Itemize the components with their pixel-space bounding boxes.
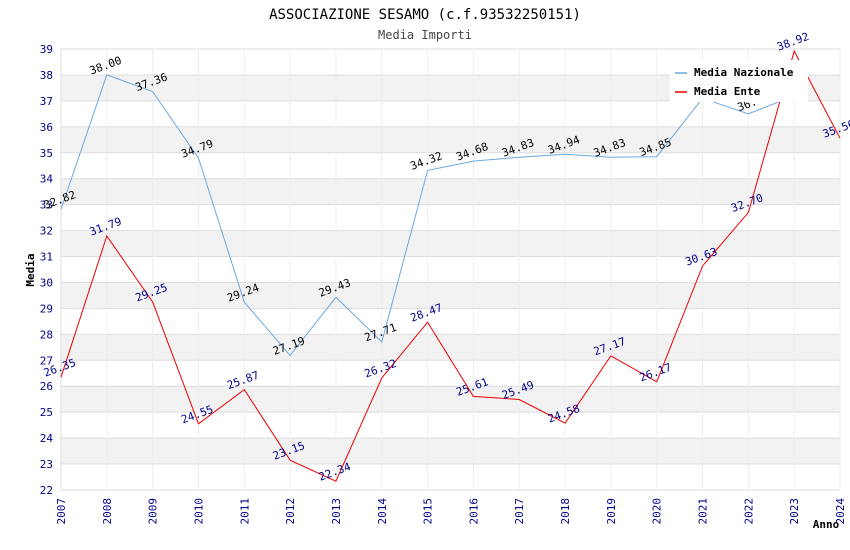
legend: Media Nazionale Media Ente: [670, 60, 808, 102]
y-tick-label: 34: [40, 173, 54, 186]
y-tick-label: 28: [40, 328, 53, 341]
x-tick-label: 2016: [467, 498, 480, 525]
legend-box: [670, 60, 808, 102]
x-tick-label: 2023: [788, 498, 801, 525]
series-line-nazionale: [60, 74, 795, 357]
data-label-nazionale: 38.00: [88, 54, 124, 78]
chart-title: ASSOCIAZIONE SESAMO (c.f.93532250151): [269, 7, 581, 23]
series-lines: [60, 49, 841, 482]
y-axis-label: Media: [24, 253, 37, 286]
x-tick-label: 2019: [605, 498, 618, 525]
chart-subtitle: Media Importi: [378, 28, 472, 42]
legend-label-nazionale: Media Nazionale: [694, 66, 794, 79]
grid-band: [61, 178, 840, 205]
grid-band: [61, 438, 840, 465]
y-tick-label: 27: [40, 354, 53, 367]
grid-band: [61, 230, 840, 257]
y-axis-ticks: 22 23 24 25 26 27 28 29 30 31 32 33 34 35 36 37 38 39: [40, 43, 54, 497]
x-tick-label: 2022: [742, 498, 755, 525]
y-tick-label: 38: [40, 69, 53, 82]
x-tick-label: 2008: [101, 498, 114, 525]
y-tick-label: 25: [40, 406, 53, 419]
legend-label-ente: Media Ente: [694, 85, 761, 98]
data-label-ente: 38.92: [775, 30, 811, 54]
grid-lines: [60, 48, 841, 491]
y-tick-label: 39: [40, 43, 53, 56]
grid-band: [61, 126, 840, 153]
data-label-nazionale: 32.82: [42, 188, 78, 212]
grid-bands: [61, 74, 840, 465]
x-tick-label: 2020: [651, 498, 664, 525]
series-line-ente: [60, 49, 841, 482]
x-tick-label: 2010: [192, 498, 205, 525]
y-tick-label: 23: [40, 458, 53, 471]
x-tick-label: 2014: [376, 498, 389, 525]
x-tick-label: 2021: [697, 498, 710, 525]
y-tick-label: 33: [40, 199, 53, 212]
x-axis-label: Anno: [813, 518, 840, 531]
x-tick-label: 2015: [422, 498, 435, 525]
x-tick-label: 2018: [559, 498, 572, 525]
grid-band: [61, 386, 840, 413]
x-tick-label: 2024: [834, 498, 847, 525]
y-tick-label: 22: [40, 484, 53, 497]
y-tick-label: 24: [40, 432, 54, 445]
y-tick-label: 32: [40, 225, 53, 238]
x-tick-label: 2007: [55, 498, 68, 525]
x-tick-label: 2017: [513, 498, 526, 525]
x-tick-label: 2012: [284, 498, 297, 525]
x-tick-label: 2009: [147, 498, 160, 525]
y-tick-label: 31: [40, 251, 53, 264]
x-tick-label: 2013: [330, 498, 343, 525]
y-tick-label: 36: [40, 121, 53, 134]
y-tick-label: 37: [40, 95, 53, 108]
y-tick-label: 29: [40, 302, 53, 315]
x-axis-ticks: 2007 2008 2009 2010 2011 2012 2013 2014 2015 2016…: [55, 498, 847, 525]
y-tick-label: 30: [40, 276, 53, 289]
y-tick-label: 26: [40, 380, 53, 393]
x-tick-label: 2011: [238, 498, 251, 525]
y-tick-label: 35: [40, 147, 53, 160]
grid-band: [61, 282, 840, 309]
grid-band: [61, 334, 840, 361]
